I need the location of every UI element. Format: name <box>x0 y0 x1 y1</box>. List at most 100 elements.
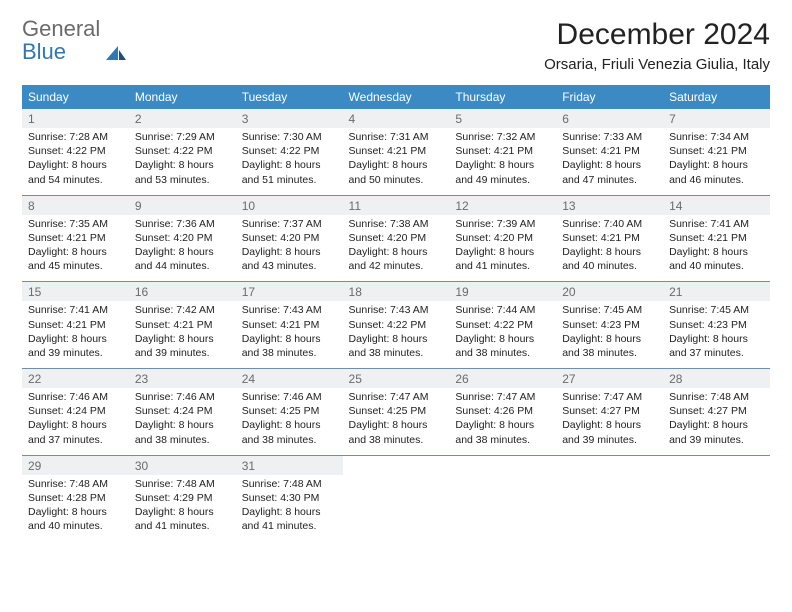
sunrise: Sunrise: 7:36 AM <box>135 217 230 231</box>
logo: General Blue <box>22 18 128 64</box>
sunset: Sunset: 4:25 PM <box>349 404 444 418</box>
daylight-line2: and 38 minutes. <box>455 433 550 447</box>
day-body-cell: Sunrise: 7:35 AMSunset: 4:21 PMDaylight:… <box>22 215 129 282</box>
daylight-line1: Daylight: 8 hours <box>669 332 764 346</box>
day-body-cell <box>343 475 450 542</box>
daylight-line2: and 41 minutes. <box>242 519 337 533</box>
sunrise: Sunrise: 7:47 AM <box>562 390 657 404</box>
sunrise: Sunrise: 7:29 AM <box>135 130 230 144</box>
sunset: Sunset: 4:30 PM <box>242 491 337 505</box>
header: General Blue December 2024 Orsaria, Friu… <box>22 18 770 73</box>
sunset: Sunset: 4:23 PM <box>562 318 657 332</box>
sunrise: Sunrise: 7:48 AM <box>28 477 123 491</box>
sunrise: Sunrise: 7:37 AM <box>242 217 337 231</box>
day-body-cell: Sunrise: 7:33 AMSunset: 4:21 PMDaylight:… <box>556 128 663 195</box>
day-number-cell: 14 <box>663 196 770 215</box>
day-number-cell: 30 <box>129 456 236 475</box>
daylight-line1: Daylight: 8 hours <box>28 505 123 519</box>
daylight-line2: and 53 minutes. <box>135 173 230 187</box>
daylight-line2: and 39 minutes. <box>28 346 123 360</box>
day-body-cell: Sunrise: 7:29 AMSunset: 4:22 PMDaylight:… <box>129 128 236 195</box>
sunset: Sunset: 4:21 PM <box>242 318 337 332</box>
calendar-table: SundayMondayTuesdayWednesdayThursdayFrid… <box>22 85 770 541</box>
daylight-line1: Daylight: 8 hours <box>242 332 337 346</box>
day-number-cell: 16 <box>129 282 236 301</box>
day-body-cell: Sunrise: 7:37 AMSunset: 4:20 PMDaylight:… <box>236 215 343 282</box>
daylight-line1: Daylight: 8 hours <box>562 158 657 172</box>
daylight-line1: Daylight: 8 hours <box>562 332 657 346</box>
daylight-line1: Daylight: 8 hours <box>135 245 230 259</box>
sunrise: Sunrise: 7:48 AM <box>669 390 764 404</box>
day-body-cell: Sunrise: 7:41 AMSunset: 4:21 PMDaylight:… <box>22 301 129 368</box>
daylight-line1: Daylight: 8 hours <box>242 418 337 432</box>
sunset: Sunset: 4:20 PM <box>135 231 230 245</box>
day-number-cell: 18 <box>343 282 450 301</box>
day-number-cell: 7 <box>663 109 770 128</box>
day-number-cell: 5 <box>449 109 556 128</box>
sunset: Sunset: 4:27 PM <box>562 404 657 418</box>
daylight-line2: and 38 minutes. <box>349 433 444 447</box>
sunrise: Sunrise: 7:45 AM <box>562 303 657 317</box>
sunset: Sunset: 4:21 PM <box>562 231 657 245</box>
sunset: Sunset: 4:25 PM <box>242 404 337 418</box>
sunset: Sunset: 4:26 PM <box>455 404 550 418</box>
sunrise: Sunrise: 7:46 AM <box>135 390 230 404</box>
daylight-line1: Daylight: 8 hours <box>455 332 550 346</box>
day-body-cell: Sunrise: 7:38 AMSunset: 4:20 PMDaylight:… <box>343 215 450 282</box>
daylight-line2: and 38 minutes. <box>242 346 337 360</box>
daylight-line2: and 37 minutes. <box>28 433 123 447</box>
sunrise: Sunrise: 7:41 AM <box>669 217 764 231</box>
day-number-cell <box>663 456 770 475</box>
day-number-cell: 4 <box>343 109 450 128</box>
day-body-cell: Sunrise: 7:48 AMSunset: 4:27 PMDaylight:… <box>663 388 770 455</box>
daylight-line1: Daylight: 8 hours <box>349 245 444 259</box>
sunrise: Sunrise: 7:48 AM <box>242 477 337 491</box>
sunrise: Sunrise: 7:43 AM <box>349 303 444 317</box>
day-body-cell: Sunrise: 7:44 AMSunset: 4:22 PMDaylight:… <box>449 301 556 368</box>
day-number-cell: 17 <box>236 282 343 301</box>
daylight-line1: Daylight: 8 hours <box>135 418 230 432</box>
daylight-line1: Daylight: 8 hours <box>242 505 337 519</box>
sunset: Sunset: 4:21 PM <box>28 231 123 245</box>
daylight-line2: and 39 minutes. <box>135 346 230 360</box>
logo-text-general: General <box>22 16 100 41</box>
day-number-cell: 9 <box>129 196 236 215</box>
daylight-line1: Daylight: 8 hours <box>28 418 123 432</box>
day-number-cell: 10 <box>236 196 343 215</box>
sunset: Sunset: 4:21 PM <box>562 144 657 158</box>
day-number-cell: 29 <box>22 456 129 475</box>
daylight-line1: Daylight: 8 hours <box>135 158 230 172</box>
daylight-line2: and 49 minutes. <box>455 173 550 187</box>
day-body-cell: Sunrise: 7:46 AMSunset: 4:24 PMDaylight:… <box>22 388 129 455</box>
dow-header: Tuesday <box>236 85 343 109</box>
daylight-line1: Daylight: 8 hours <box>349 418 444 432</box>
day-number-cell: 11 <box>343 196 450 215</box>
sunset: Sunset: 4:22 PM <box>135 144 230 158</box>
sunrise: Sunrise: 7:45 AM <box>669 303 764 317</box>
day-body-cell: Sunrise: 7:48 AMSunset: 4:29 PMDaylight:… <box>129 475 236 542</box>
daylight-line2: and 38 minutes. <box>562 346 657 360</box>
day-body-cell: Sunrise: 7:42 AMSunset: 4:21 PMDaylight:… <box>129 301 236 368</box>
sunset: Sunset: 4:20 PM <box>455 231 550 245</box>
dow-header: Friday <box>556 85 663 109</box>
day-number-cell <box>343 456 450 475</box>
daylight-line2: and 38 minutes. <box>242 433 337 447</box>
day-number-cell: 31 <box>236 456 343 475</box>
day-number-cell <box>449 456 556 475</box>
day-number-cell <box>556 456 663 475</box>
daylight-line2: and 39 minutes. <box>669 433 764 447</box>
dow-header: Sunday <box>22 85 129 109</box>
day-body-cell: Sunrise: 7:48 AMSunset: 4:28 PMDaylight:… <box>22 475 129 542</box>
day-body-cell: Sunrise: 7:45 AMSunset: 4:23 PMDaylight:… <box>663 301 770 368</box>
day-number-cell: 20 <box>556 282 663 301</box>
day-body-cell: Sunrise: 7:48 AMSunset: 4:30 PMDaylight:… <box>236 475 343 542</box>
dow-header: Saturday <box>663 85 770 109</box>
sunrise: Sunrise: 7:43 AM <box>242 303 337 317</box>
daylight-line1: Daylight: 8 hours <box>562 418 657 432</box>
daylight-line2: and 45 minutes. <box>28 259 123 273</box>
day-number-cell: 13 <box>556 196 663 215</box>
daylight-line2: and 40 minutes. <box>28 519 123 533</box>
day-body-cell: Sunrise: 7:46 AMSunset: 4:25 PMDaylight:… <box>236 388 343 455</box>
dow-header: Wednesday <box>343 85 450 109</box>
sunset: Sunset: 4:24 PM <box>28 404 123 418</box>
